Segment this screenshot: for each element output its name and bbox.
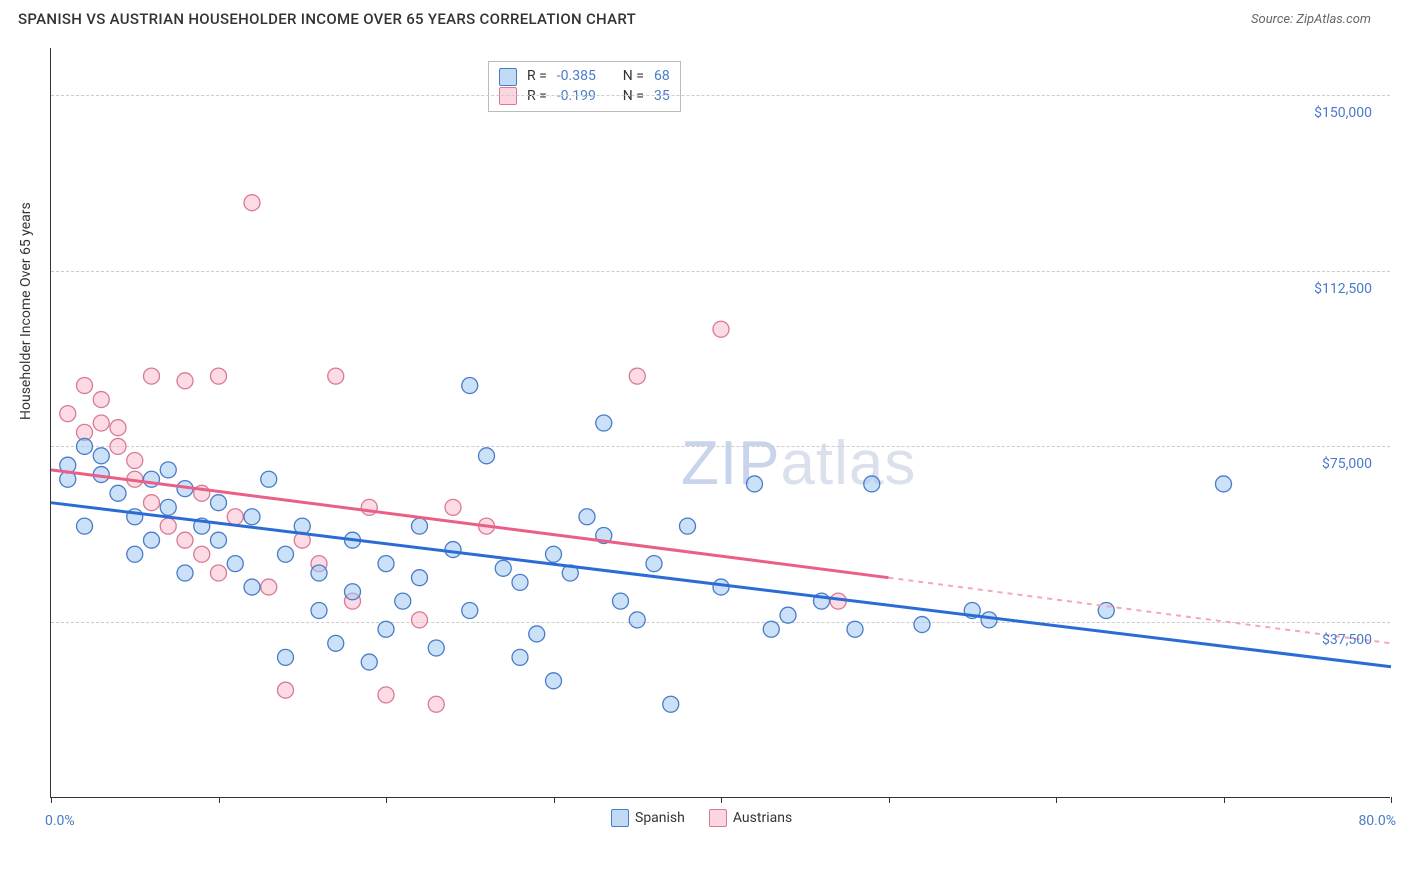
chart-svg — [51, 48, 1390, 797]
swatch-austrians-bottom — [709, 809, 727, 827]
legend-item-austrians: Austrians — [709, 809, 792, 827]
source-attribution: Source: ZipAtlas.com — [1251, 12, 1371, 27]
series-legend: Spanish Austrians — [611, 809, 792, 827]
chart-title: SPANISH VS AUSTRIAN HOUSEHOLDER INCOME O… — [18, 10, 636, 28]
legend-label-austrians: Austrians — [733, 810, 792, 826]
scatter-plot: ZIPatlas R = -0.385 N = 68 R = -0.199 N … — [50, 48, 1390, 798]
legend-label-spanish: Spanish — [635, 810, 685, 826]
swatch-spanish-bottom — [611, 809, 629, 827]
y-axis-label: Householder Income Over 65 years — [18, 202, 34, 420]
legend-item-spanish: Spanish — [611, 809, 685, 827]
